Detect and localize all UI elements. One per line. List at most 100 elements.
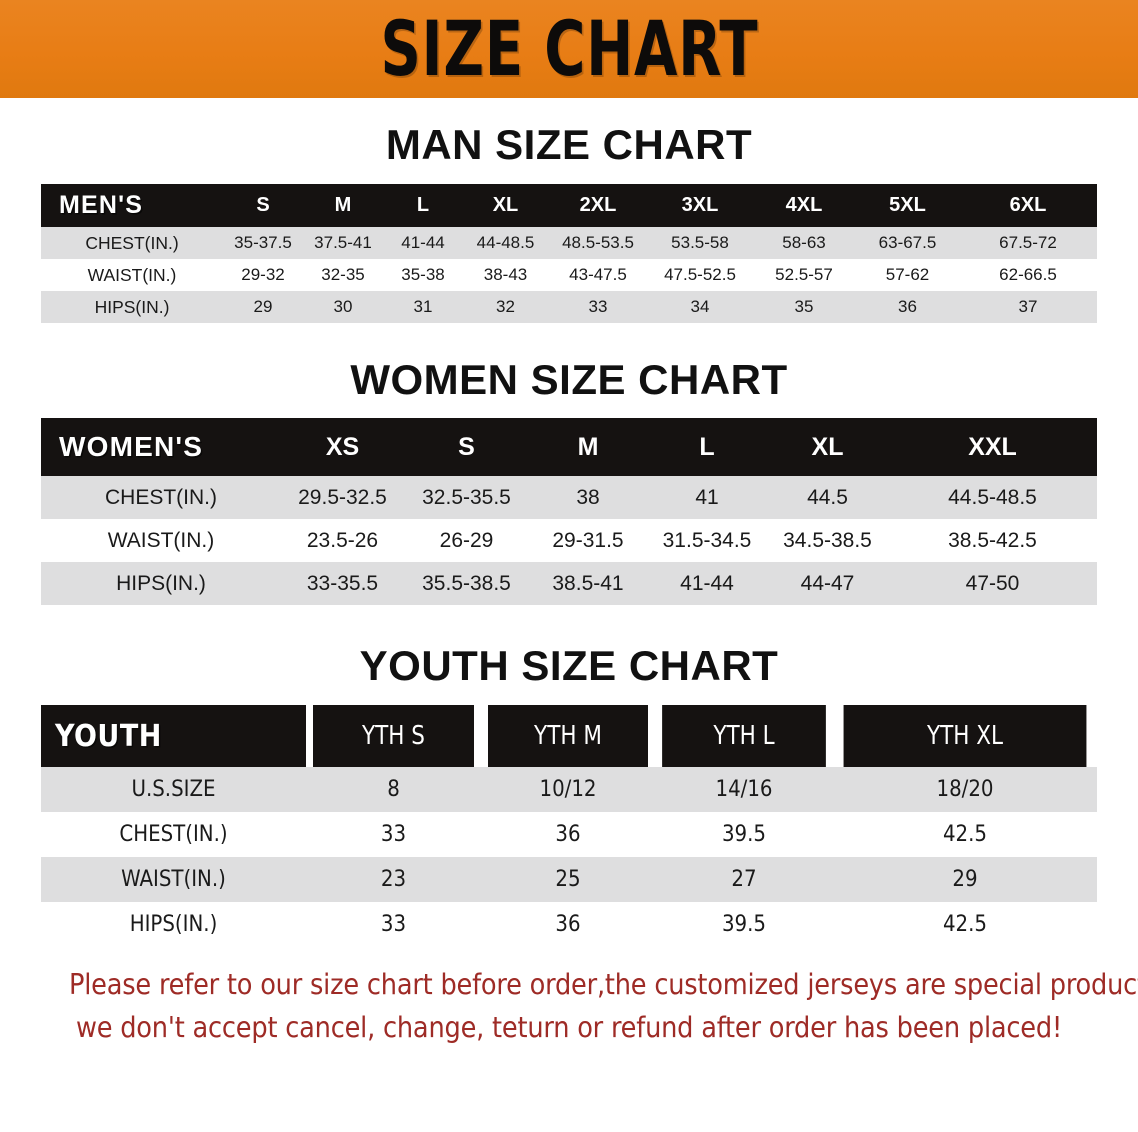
table-row: U.S.SIZE 8 10/12 14/16 18/20 xyxy=(41,767,1097,812)
women-col-header-m: M xyxy=(529,418,647,476)
man-chest-s: 35-37.5 xyxy=(223,227,303,259)
youth-chest-l: 39.5 xyxy=(655,812,833,857)
women-waist-xs: 23.5-26 xyxy=(281,519,404,562)
man-waist-l: 35-38 xyxy=(383,259,463,291)
page-title: SIZE CHART xyxy=(380,4,758,93)
youth-hips-s: 33 xyxy=(306,902,481,947)
man-hips-4xl: 35 xyxy=(752,291,856,323)
man-table-header-row: MEN'S S M L XL 2XL 3XL 4XL 5XL 6XL xyxy=(41,184,1097,227)
man-hips-3xl: 34 xyxy=(648,291,752,323)
women-section-title: WOMEN SIZE CHART xyxy=(350,356,788,403)
youth-waist-m: 25 xyxy=(481,857,655,902)
women-hips-l: 41-44 xyxy=(647,562,767,605)
women-row-label-hips: HIPS(IN.) xyxy=(41,562,281,605)
man-chest-2xl: 48.5-53.5 xyxy=(548,227,648,259)
women-chest-m: 38 xyxy=(529,476,647,519)
youth-corner-label: YOUTH xyxy=(41,705,306,767)
man-col-header-5xl: 5XL xyxy=(856,184,959,227)
youth-col-header-yth-m: YTH M xyxy=(487,705,649,767)
youth-row-label-waist: WAIST(IN.) xyxy=(41,857,306,902)
man-col-header-3xl: 3XL xyxy=(648,184,752,227)
return-policy-line-2: we don't accept cancel, change, teturn o… xyxy=(75,1011,1063,1045)
table-row: WAIST(IN.) 23.5-26 26-29 29-31.5 31.5-34… xyxy=(41,519,1097,562)
table-row: WAIST(IN.) 23 25 27 29 xyxy=(41,857,1097,902)
women-table-header-row: WOMEN'S XS S M L XL XXL xyxy=(41,418,1097,476)
women-chest-xs: 29.5-32.5 xyxy=(281,476,404,519)
youth-us-size-xl: 18/20 xyxy=(833,767,1097,812)
women-waist-l: 31.5-34.5 xyxy=(647,519,767,562)
man-col-header-l: L xyxy=(383,184,463,227)
youth-row-label-chest: CHEST(IN.) xyxy=(41,812,306,857)
man-chest-m: 37.5-41 xyxy=(303,227,383,259)
youth-chest-s: 33 xyxy=(306,812,481,857)
man-waist-m: 32-35 xyxy=(303,259,383,291)
women-col-header-l: L xyxy=(647,418,767,476)
women-hips-xs: 33-35.5 xyxy=(281,562,404,605)
table-row: CHEST(IN.) 29.5-32.5 32.5-35.5 38 41 44.… xyxy=(41,476,1097,519)
women-col-header-s: S xyxy=(404,418,529,476)
women-col-header-xs: XS xyxy=(281,418,404,476)
table-row: HIPS(IN.) 33 36 39.5 42.5 xyxy=(41,902,1097,947)
women-hips-s: 35.5-38.5 xyxy=(404,562,529,605)
youth-table-header-row: YOUTH YTH S YTH M YTH L YTH XL xyxy=(41,705,1097,767)
man-hips-l: 31 xyxy=(383,291,463,323)
table-row: WAIST(IN.) 29-32 32-35 35-38 38-43 43-47… xyxy=(41,259,1097,291)
man-col-header-xl: XL xyxy=(463,184,548,227)
man-waist-4xl: 52.5-57 xyxy=(752,259,856,291)
man-row-label-hips: HIPS(IN.) xyxy=(41,291,223,323)
man-waist-6xl: 62-66.5 xyxy=(959,259,1097,291)
man-col-header-m: M xyxy=(303,184,383,227)
women-hips-xxl: 47-50 xyxy=(888,562,1097,605)
youth-us-size-l: 14/16 xyxy=(655,767,833,812)
table-row: HIPS(IN.) 29 30 31 32 33 34 35 36 37 xyxy=(41,291,1097,323)
youth-col-header-yth-xl: YTH XL xyxy=(843,705,1087,767)
women-chest-xxl: 44.5-48.5 xyxy=(888,476,1097,519)
man-chest-l: 41-44 xyxy=(383,227,463,259)
women-chest-s: 32.5-35.5 xyxy=(404,476,529,519)
man-col-header-2xl: 2XL xyxy=(548,184,648,227)
man-chest-3xl: 53.5-58 xyxy=(648,227,752,259)
youth-col-header-yth-s: YTH S xyxy=(313,705,474,767)
man-col-header-s: S xyxy=(223,184,303,227)
table-row: HIPS(IN.) 33-35.5 35.5-38.5 38.5-41 41-4… xyxy=(41,562,1097,605)
youth-size-table: YOUTH YTH S YTH M YTH L YTH XL U.S.SIZE … xyxy=(41,705,1097,947)
youth-chest-xl: 42.5 xyxy=(833,812,1097,857)
table-row: CHEST(IN.) 33 36 39.5 42.5 xyxy=(41,812,1097,857)
man-waist-3xl: 47.5-52.5 xyxy=(648,259,752,291)
man-col-header-6xl: 6XL xyxy=(959,184,1097,227)
man-waist-5xl: 57-62 xyxy=(856,259,959,291)
man-hips-m: 30 xyxy=(303,291,383,323)
man-waist-2xl: 43-47.5 xyxy=(548,259,648,291)
youth-hips-m: 36 xyxy=(481,902,655,947)
women-size-table: WOMEN'S XS S M L XL XXL CHEST(IN.) 29.5-… xyxy=(41,418,1097,605)
women-hips-xl: 44-47 xyxy=(767,562,888,605)
youth-us-size-s: 8 xyxy=(306,767,481,812)
youth-row-label-us-size: U.S.SIZE xyxy=(41,767,306,812)
women-waist-xxl: 38.5-42.5 xyxy=(888,519,1097,562)
man-corner-label: MEN'S xyxy=(41,184,223,227)
youth-hips-xl: 42.5 xyxy=(833,902,1097,947)
man-row-label-waist: WAIST(IN.) xyxy=(41,259,223,291)
youth-us-size-m: 10/12 xyxy=(481,767,655,812)
table-row: CHEST(IN.) 35-37.5 37.5-41 41-44 44-48.5… xyxy=(41,227,1097,259)
youth-waist-l: 27 xyxy=(655,857,833,902)
youth-row-label-hips: HIPS(IN.) xyxy=(41,902,306,947)
man-hips-xl: 32 xyxy=(463,291,548,323)
women-waist-xl: 34.5-38.5 xyxy=(767,519,888,562)
youth-waist-s: 23 xyxy=(306,857,481,902)
man-waist-s: 29-32 xyxy=(223,259,303,291)
women-hips-m: 38.5-41 xyxy=(529,562,647,605)
man-section-title: MAN SIZE CHART xyxy=(385,121,753,168)
women-table-container: WOMEN'S XS S M L XL XXL CHEST(IN.) 29.5-… xyxy=(0,418,1138,605)
man-col-header-4xl: 4XL xyxy=(752,184,856,227)
man-row-label-chest: CHEST(IN.) xyxy=(41,227,223,259)
page-banner: SIZE CHART xyxy=(0,0,1138,98)
youth-col-header-yth-l: YTH L xyxy=(662,705,826,767)
man-hips-2xl: 33 xyxy=(548,291,648,323)
women-waist-s: 26-29 xyxy=(404,519,529,562)
return-policy-line-1: Please refer to our size chart before or… xyxy=(69,968,1138,1001)
women-waist-m: 29-31.5 xyxy=(529,519,647,562)
man-chest-5xl: 63-67.5 xyxy=(856,227,959,259)
youth-hips-l: 39.5 xyxy=(655,902,833,947)
man-size-table: MEN'S S M L XL 2XL 3XL 4XL 5XL 6XL CHEST… xyxy=(41,184,1097,323)
